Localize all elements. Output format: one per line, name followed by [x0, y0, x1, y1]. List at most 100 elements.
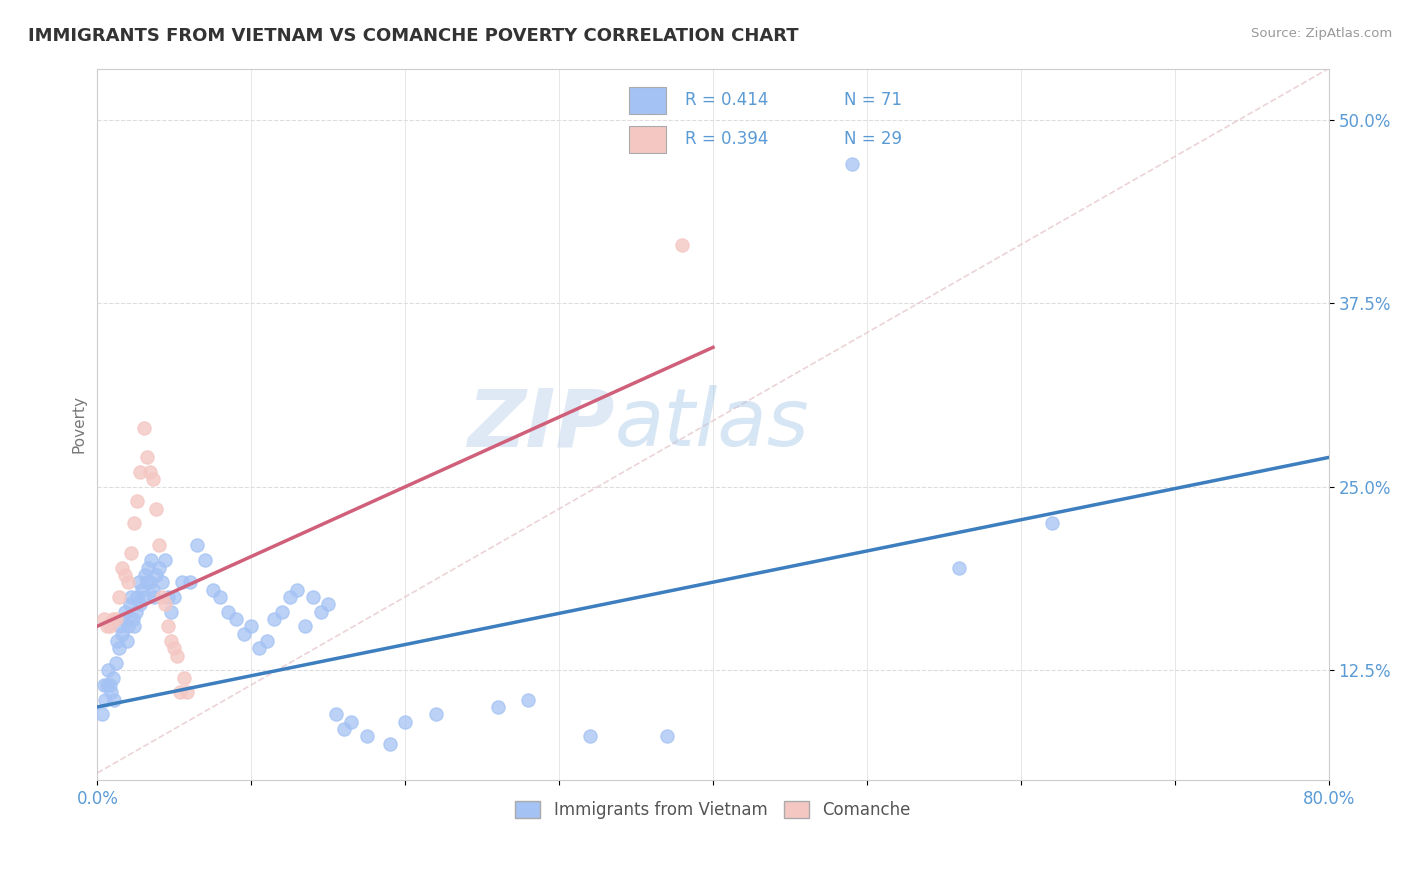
Point [98, 678, 121, 692]
Point [115, 633, 138, 648]
Point [340, 714, 363, 729]
Point [294, 619, 316, 633]
Text: atlas: atlas [614, 385, 810, 464]
Point [104, 612, 127, 626]
Point [948, 560, 970, 574]
Point [153, 553, 176, 567]
Point [141, 553, 163, 567]
Point [111, 626, 134, 640]
Point [104, 656, 127, 670]
Point [655, 729, 678, 743]
Point [1040, 516, 1063, 531]
Point [163, 590, 186, 604]
Point [150, 590, 173, 604]
Point [157, 590, 180, 604]
Point [301, 590, 323, 604]
Point [127, 494, 149, 508]
Point [124, 619, 146, 633]
Point [96, 678, 118, 692]
Point [143, 590, 166, 604]
Point [142, 472, 165, 486]
Point [91, 707, 114, 722]
Point [117, 619, 139, 633]
Text: ZIP: ZIP [467, 385, 614, 464]
Point [150, 575, 173, 590]
Point [148, 560, 170, 574]
Point [287, 582, 309, 597]
Point [138, 465, 160, 479]
Point [138, 575, 160, 590]
Point [278, 590, 301, 604]
Point [134, 567, 156, 582]
Point [157, 619, 180, 633]
Point [142, 582, 165, 597]
Point [225, 612, 247, 626]
Point [101, 612, 124, 626]
Point [101, 671, 124, 685]
Point [232, 626, 254, 640]
Y-axis label: Poverty: Poverty [72, 395, 86, 453]
Point [114, 605, 136, 619]
Point [425, 707, 447, 722]
Point [309, 605, 332, 619]
Point [125, 605, 148, 619]
Point [148, 539, 170, 553]
Point [132, 421, 155, 435]
Point [145, 501, 167, 516]
Point [96, 619, 118, 633]
Point [114, 567, 136, 582]
Point [136, 560, 159, 574]
Point [217, 605, 239, 619]
Point [176, 685, 198, 699]
Point [394, 714, 416, 729]
Point [325, 707, 347, 722]
Point [112, 612, 135, 626]
Point [356, 729, 378, 743]
Point [100, 685, 122, 699]
Point [128, 575, 150, 590]
Point [121, 612, 143, 626]
Point [129, 465, 152, 479]
Point [179, 575, 201, 590]
Text: Source: ZipAtlas.com: Source: ZipAtlas.com [1251, 27, 1392, 40]
Point [247, 641, 270, 656]
Point [240, 619, 263, 633]
Point [93, 612, 115, 626]
Point [135, 575, 157, 590]
Point [145, 567, 167, 582]
Point [517, 692, 540, 706]
Point [110, 619, 132, 633]
Point [271, 605, 294, 619]
Point [118, 597, 141, 611]
Point [209, 590, 232, 604]
Legend: Immigrants from Vietnam, Comanche: Immigrants from Vietnam, Comanche [509, 794, 917, 825]
Point [169, 685, 191, 699]
Point [132, 590, 155, 604]
Point [97, 663, 120, 677]
Point [841, 157, 863, 171]
Point [671, 237, 693, 252]
Point [170, 575, 193, 590]
Point [332, 722, 354, 736]
Point [135, 450, 157, 465]
Point [120, 590, 142, 604]
Point [201, 582, 224, 597]
Point [129, 597, 152, 611]
Point [124, 516, 146, 531]
Point [103, 692, 125, 706]
Point [131, 582, 153, 597]
Point [194, 553, 217, 567]
Point [486, 700, 509, 714]
Point [579, 729, 602, 743]
Point [108, 641, 131, 656]
Point [105, 633, 128, 648]
Point [93, 678, 115, 692]
Point [98, 619, 121, 633]
Point [108, 590, 131, 604]
Point [166, 648, 188, 663]
Point [160, 605, 183, 619]
Point [160, 633, 183, 648]
Point [173, 671, 195, 685]
Point [120, 546, 142, 560]
Point [186, 539, 208, 553]
